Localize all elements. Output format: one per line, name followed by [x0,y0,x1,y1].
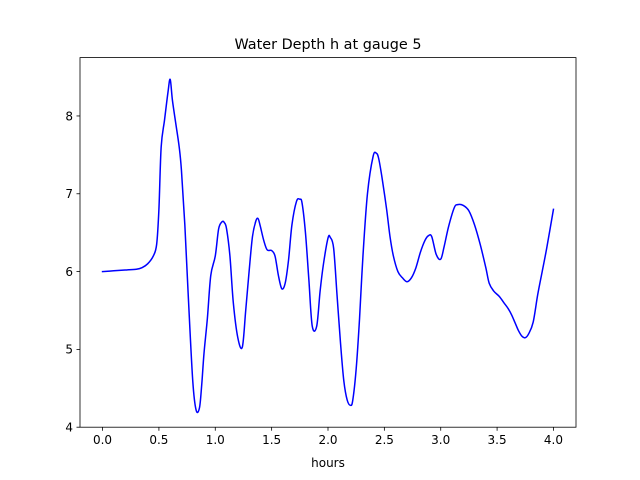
y-tick-label: 8 [65,109,73,123]
y-tick-label: 4 [65,421,73,435]
x-axis-title: hours [311,456,345,470]
y-tick-label: 5 [65,343,73,357]
x-tick-label: 0.5 [149,433,168,447]
x-tick-label: 4.0 [544,433,563,447]
chart-title: Water Depth h at gauge 5 [234,37,421,53]
axes-frame [79,57,577,428]
x-tick-label: 2.5 [375,433,394,447]
y-tick-label: 7 [65,187,73,201]
x-tick-label: 3.5 [488,433,507,447]
x-tick-label: 3.0 [431,433,450,447]
plot-area [101,78,555,414]
x-tick-label: 0.0 [93,433,112,447]
x-tick-label: 1.0 [206,433,225,447]
x-tick-label: 2.0 [318,433,337,447]
x-tick-label: 1.5 [262,433,281,447]
y-axis: 4 5 6 7 8 [65,109,80,435]
x-axis: 0.0 0.5 1.0 1.5 2.0 2.5 3.0 3.5 4.0 [93,427,563,447]
y-tick-label: 6 [65,265,73,279]
series-line-0 [101,78,555,414]
